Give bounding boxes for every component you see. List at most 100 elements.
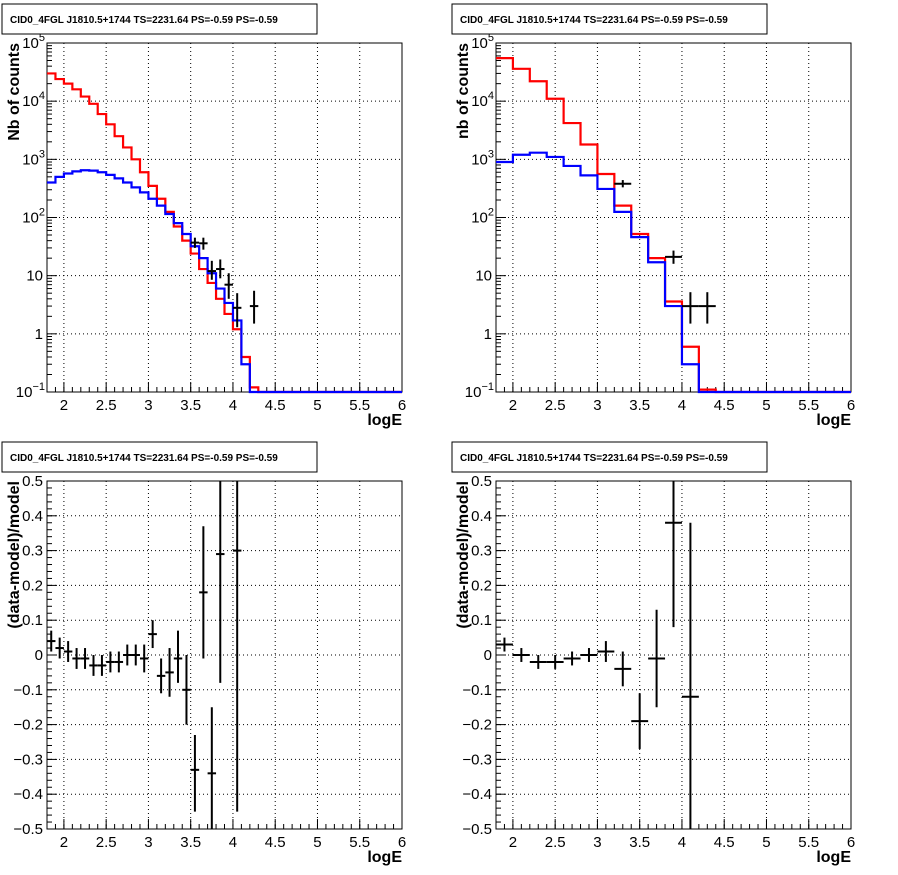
x-axis-label: logE: [367, 849, 402, 866]
data-point: [190, 735, 200, 812]
x-tick-label: 4: [678, 834, 686, 851]
data-point: [72, 648, 81, 669]
data-point: [614, 180, 632, 188]
data-point: [106, 651, 115, 673]
x-tick-label: 5.5: [349, 834, 370, 851]
data-point: [89, 655, 98, 676]
y-tick-label: −0.1: [462, 682, 492, 699]
x-tick-label: 6: [847, 834, 855, 851]
y-tick-label: 0: [35, 647, 43, 664]
y-tick-label: 1: [484, 326, 492, 343]
x-tick-label: 3: [144, 397, 152, 414]
data-point: [199, 526, 208, 659]
y-tick-label: 103: [471, 148, 494, 168]
data-point: [698, 292, 716, 324]
data-point: [224, 273, 233, 299]
source-model-histogram: [496, 151, 851, 394]
y-tick-label: 105: [22, 32, 45, 52]
data-point: [597, 641, 615, 662]
x-tick-label: 2: [60, 397, 68, 414]
x-tick-label: 4.5: [714, 397, 735, 414]
y-tick-label: 102: [22, 207, 45, 227]
data-point: [207, 707, 217, 829]
data-point: [563, 651, 581, 666]
y-tick-label: 10: [475, 268, 492, 285]
chart-title: CID0_4FGL J1810.5+1744 TS=2231.64 PS=-0.…: [460, 15, 728, 26]
y-tick-label: 0.1: [22, 612, 43, 629]
y-tick-label: −0.4: [462, 786, 492, 803]
data-point: [182, 655, 191, 725]
data-point: [232, 481, 242, 812]
data-point: [97, 655, 107, 676]
y-tick-label: 0: [484, 647, 492, 664]
chart-title: CID0_4FGL J1810.5+1744 TS=2231.64 PS=-0.…: [460, 453, 728, 464]
x-tick-label: 5.5: [798, 397, 819, 414]
y-tick-label: 0.3: [471, 543, 492, 560]
y-tick-label: −0.5: [462, 821, 492, 838]
x-tick-label: 5: [313, 397, 321, 414]
plot-frame: [495, 42, 852, 393]
total-model-histogram: [47, 72, 402, 394]
y-tick-label: 0.4: [471, 508, 492, 525]
data-point: [80, 648, 90, 669]
y-tick-label: −0.5: [13, 821, 43, 838]
data-point: [199, 237, 208, 250]
data-point: [249, 290, 259, 324]
data-point: [190, 237, 200, 248]
y-axis-label: (data-model)/model: [455, 481, 472, 629]
y-tick-label: 10−1: [465, 381, 494, 401]
y-tick-label: 0.2: [471, 577, 492, 594]
data-point: [207, 260, 217, 280]
x-tick-label: 4.5: [265, 397, 286, 414]
plot-frame: [46, 42, 403, 393]
y-tick-label: −0.2: [13, 717, 43, 734]
data-point: [681, 292, 699, 324]
y-tick-label: −0.4: [13, 786, 43, 803]
y-tick-label: −0.2: [462, 717, 492, 734]
data-point: [114, 651, 124, 673]
data-point: [232, 293, 242, 328]
data-point: [131, 644, 140, 666]
y-tick-label: 0.5: [471, 473, 492, 490]
y-tick-label: 0.3: [22, 543, 43, 560]
x-tick-label: 4.5: [714, 834, 735, 851]
x-tick-label: 4: [229, 397, 237, 414]
chart-panel-2: 2 2.5 3 3.5 4 4.5 5 5.5 6 10−1 1 10 102 103 104 105 logE…: [451, 3, 855, 429]
y-tick-label: 0.1: [471, 612, 492, 629]
chart-title: CID0_4FGL J1810.5+1744 TS=2231.64 PS=-0.…: [10, 15, 278, 26]
x-tick-label: 5.5: [349, 397, 370, 414]
x-tick-label: 5.5: [798, 834, 819, 851]
x-tick-label: 3.5: [180, 397, 201, 414]
title-box: [451, 441, 768, 473]
x-axis-label: logE: [367, 412, 402, 429]
y-tick-label: −0.3: [13, 751, 43, 768]
data-point: [139, 644, 149, 673]
total-model-histogram: [496, 57, 851, 394]
x-tick-label: 2.5: [545, 397, 566, 414]
x-tick-label: 5: [313, 834, 321, 851]
plot-frame: [46, 480, 403, 830]
x-tick-label: 2.5: [96, 834, 117, 851]
x-tick-label: 2: [509, 397, 517, 414]
x-tick-label: 6: [398, 834, 406, 851]
source-model-histogram: [47, 169, 402, 394]
y-tick-label: 1: [35, 326, 43, 343]
x-tick-label: 6: [398, 397, 406, 414]
data-point: [63, 641, 73, 662]
y-tick-label: 0.5: [22, 473, 43, 490]
y-tick-label: 10−1: [16, 381, 45, 401]
data-point: [156, 658, 166, 694]
chart-panel-3: 2 2.5 3 3.5 4 4.5 5 5.5 6 −0.5 −0.4 −0.3 −0.2 −0.1 0 0.…: [1, 441, 406, 866]
data-point: [173, 630, 183, 683]
x-tick-label: 5: [762, 834, 770, 851]
y-tick-label: 0.2: [22, 577, 43, 594]
y-axis-label: Nb of counts: [6, 43, 23, 141]
title-box: [451, 3, 768, 35]
x-tick-label: 2.5: [545, 834, 566, 851]
title-box: [1, 3, 318, 35]
data-point: [165, 648, 174, 697]
x-tick-label: 4.5: [265, 834, 286, 851]
x-tick-label: 3: [144, 834, 152, 851]
x-tick-label: 5: [762, 397, 770, 414]
